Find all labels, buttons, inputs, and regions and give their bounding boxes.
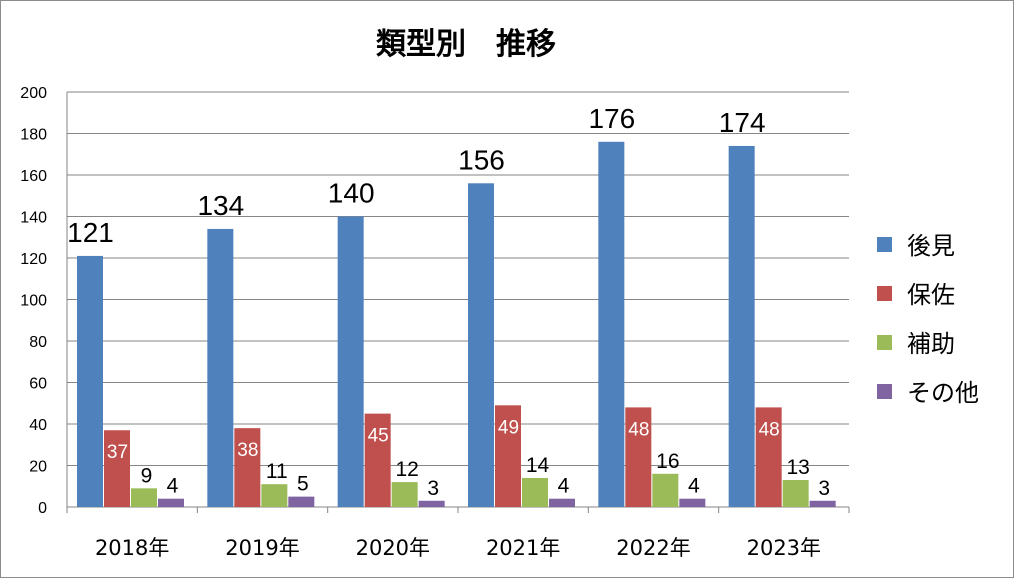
y-tick-label: 160 xyxy=(20,168,47,185)
bar-その他 xyxy=(288,496,315,507)
data-label: 134 xyxy=(197,190,244,221)
data-label: 4 xyxy=(167,475,179,498)
data-label: 3 xyxy=(818,477,830,500)
data-label: 48 xyxy=(628,419,649,440)
y-tick-label: 120 xyxy=(20,251,47,268)
y-tick-label: 180 xyxy=(20,127,47,144)
chart-title: 類型別 推移 xyxy=(376,27,556,62)
legend-swatch xyxy=(877,384,892,399)
bar-その他 xyxy=(679,498,706,507)
y-tick-label: 20 xyxy=(29,459,47,476)
data-label: 4 xyxy=(688,475,700,498)
bar-補助 xyxy=(391,482,418,507)
data-label: 37 xyxy=(107,442,128,463)
bar-後見 xyxy=(207,228,234,507)
bar-保佐 xyxy=(495,405,521,507)
legend-swatch xyxy=(877,335,892,350)
bar-保佐 xyxy=(234,428,261,507)
bar-保佐 xyxy=(755,407,782,507)
data-label: 156 xyxy=(458,144,505,175)
y-tick-label: 40 xyxy=(29,417,47,434)
bar-後見 xyxy=(337,216,364,507)
bar-補助 xyxy=(522,477,548,507)
legend-label: その他 xyxy=(907,379,979,407)
data-label: 16 xyxy=(656,450,679,473)
data-label: 38 xyxy=(237,440,258,461)
y-tick-label: 140 xyxy=(20,210,47,227)
data-label: 140 xyxy=(328,178,375,209)
x-tick-label: 2018年 xyxy=(95,536,169,560)
bar-その他 xyxy=(158,498,184,507)
legend-label: 後見 xyxy=(907,232,955,260)
bar-後見 xyxy=(77,255,103,507)
data-label: 121 xyxy=(67,217,114,248)
x-tick-label: 2022年 xyxy=(616,536,690,560)
bar-補助 xyxy=(652,473,679,507)
y-tick-label: 60 xyxy=(29,376,47,393)
legend-label: 補助 xyxy=(907,330,955,358)
y-tick-label: 100 xyxy=(20,293,47,310)
data-label: 9 xyxy=(141,464,153,487)
data-label: 176 xyxy=(588,103,635,134)
data-label: 48 xyxy=(759,419,780,440)
data-label: 3 xyxy=(427,477,439,500)
bar-保佐 xyxy=(625,407,652,507)
bar-補助 xyxy=(131,488,157,507)
legend-swatch xyxy=(877,237,892,252)
x-tick-label: 2020年 xyxy=(356,536,430,560)
data-label: 13 xyxy=(786,456,809,479)
x-tick-label: 2019年 xyxy=(225,536,299,560)
bar-後見 xyxy=(598,141,625,508)
data-label: 14 xyxy=(526,454,550,477)
bar-保佐 xyxy=(104,430,130,507)
data-label: 4 xyxy=(558,475,570,498)
data-label: 5 xyxy=(297,473,309,496)
y-tick-label: 0 xyxy=(38,500,47,517)
x-tick-label: 2021年 xyxy=(486,536,560,560)
bar-保佐 xyxy=(364,413,391,507)
y-tick-label: 80 xyxy=(29,334,47,351)
bar-後見 xyxy=(728,145,755,507)
data-label: 12 xyxy=(395,458,418,481)
legend-swatch xyxy=(877,286,892,301)
data-label: 49 xyxy=(498,417,519,438)
bar-その他 xyxy=(418,500,445,507)
bar-後見 xyxy=(468,183,494,508)
bar-補助 xyxy=(261,484,288,507)
bar-その他 xyxy=(809,500,836,507)
bar-補助 xyxy=(782,480,809,507)
data-label: 174 xyxy=(719,107,766,138)
y-tick-label: 200 xyxy=(20,85,47,102)
legend-label: 保佐 xyxy=(907,281,955,309)
data-label: 11 xyxy=(266,460,288,483)
x-tick-label: 2023年 xyxy=(747,536,821,560)
data-label: 45 xyxy=(368,426,389,447)
bar-その他 xyxy=(549,498,575,507)
